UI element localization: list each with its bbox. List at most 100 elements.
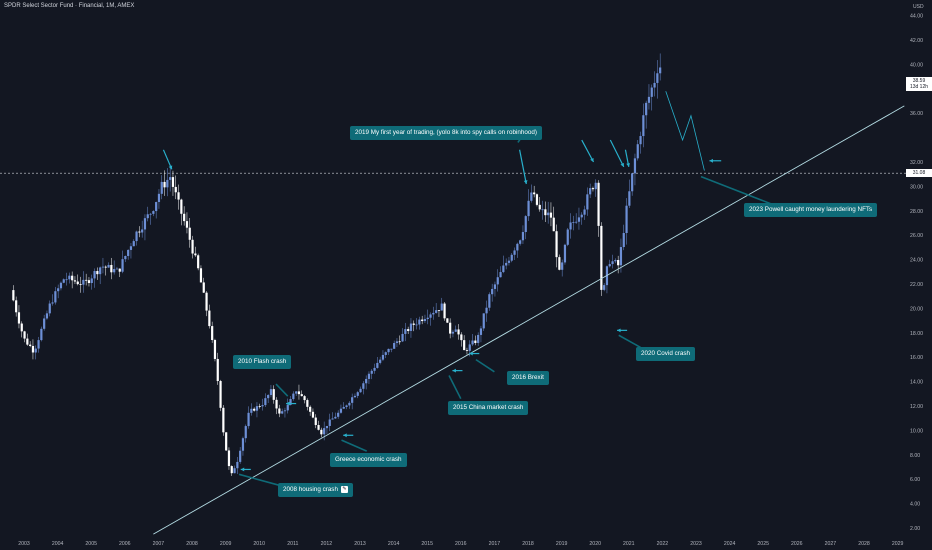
candle-body: [247, 412, 250, 427]
candle-body: [297, 391, 301, 395]
candle-body: [51, 302, 54, 304]
annotation-arrow: [162, 149, 173, 170]
candle-body: [653, 82, 656, 88]
candle-body: [132, 241, 135, 247]
edit-icon[interactable]: ✎: [340, 485, 348, 493]
annotation-2020-covid[interactable]: 2020 Covid crash: [636, 347, 696, 361]
time-tick-label: 2009: [220, 541, 232, 547]
annotation-2019-trading[interactable]: 2019 My first year of trading, (yolo 8k …: [350, 126, 543, 140]
candle-body: [387, 348, 390, 353]
annotation-greece[interactable]: Greece economic crash: [330, 453, 407, 467]
candle-body: [331, 418, 334, 420]
candle-body: [443, 303, 446, 319]
candle-body: [34, 348, 37, 353]
candle-body: [505, 262, 508, 266]
candle-body: [393, 342, 396, 349]
candle-body: [244, 426, 247, 439]
candle-body: [437, 310, 441, 311]
candle-body: [510, 254, 513, 261]
candle-body: [541, 209, 544, 211]
candle-body: [99, 267, 102, 275]
candle-body: [320, 429, 323, 435]
candle-body: [295, 391, 298, 394]
annotation-arrow: [519, 149, 527, 185]
candle-body: [225, 432, 228, 451]
price-axis: 2.00 4.00 6.00 8.00 10.00 12.00 14.00 16.00 18.0…: [910, 14, 923, 532]
price-tick-label: 14.00: [910, 380, 923, 386]
price-tick-label: 10.00: [910, 428, 923, 434]
candle-body: [359, 388, 362, 393]
candle-body: [401, 333, 404, 342]
arrow-head: [240, 467, 245, 472]
candle-body: [211, 326, 214, 340]
candle-body: [617, 260, 620, 266]
candle-body: [524, 216, 527, 233]
candle-body: [169, 177, 172, 180]
annotation-2015-china[interactable]: 2015 China market crash: [448, 401, 529, 415]
candle-body: [31, 345, 35, 353]
candle-body: [213, 339, 217, 359]
candle-body: [365, 378, 368, 384]
candle-body: [600, 225, 603, 290]
bar-countdown: 13d 12h: [909, 84, 929, 90]
annotation-2016-brexit[interactable]: 2016 Brexit: [507, 371, 549, 385]
projection-path: [665, 91, 705, 171]
candle-body: [230, 466, 233, 474]
candle-body: [367, 373, 371, 379]
candle-body: [485, 307, 488, 314]
candle-body: [85, 279, 88, 281]
current-price-value: 38.59: [912, 78, 926, 84]
arrow-head: [620, 162, 624, 167]
time-tick-label: 2019: [556, 541, 568, 547]
candle-body: [474, 340, 477, 343]
candle-body: [57, 288, 60, 292]
time-tick-label: 2021: [623, 541, 635, 547]
candle-body: [113, 269, 116, 273]
candle-body: [71, 275, 74, 281]
candle-body: [513, 250, 516, 255]
candle-body: [191, 239, 194, 254]
candle-body: [261, 405, 264, 407]
annotation-2008-housing[interactable]: 2008 housing crash ✎: [278, 483, 353, 497]
candle-body: [650, 87, 653, 97]
candle-body: [177, 192, 180, 200]
time-tick-label: 2004: [52, 541, 64, 547]
candle-body: [146, 214, 149, 219]
annotation-2023-powell[interactable]: 2023 Powell caught money laundering NFTs: [744, 203, 878, 217]
candle-body: [96, 271, 99, 275]
candle-body: [241, 438, 245, 451]
candle-body: [250, 408, 253, 413]
trendline: [153, 105, 905, 535]
callout-connector: [448, 375, 462, 400]
arrow-head: [523, 180, 528, 184]
arrow-head: [709, 158, 713, 163]
candle-body: [412, 323, 415, 325]
candle-body: [527, 200, 530, 217]
annotation-2010-flash[interactable]: 2010 Flash crash: [233, 355, 292, 369]
candle-body: [300, 394, 303, 397]
candle-body: [141, 229, 144, 233]
candle-body: [87, 280, 91, 284]
time-tick-label: 2024: [724, 541, 736, 547]
time-tick-label: 2005: [85, 541, 97, 547]
time-tick-label: 2026: [791, 541, 803, 547]
time-tick-label: 2025: [757, 541, 769, 547]
time-axis: 2003 2004 2005 2006 2007 2008 2009 2010 2011 2012…: [18, 541, 903, 547]
candle-body: [479, 328, 483, 335]
candle-body: [589, 188, 592, 195]
price-tick-label: 2.00: [910, 526, 920, 532]
time-tick-label: 2016: [455, 541, 467, 547]
price-tick-label: 16.00: [910, 355, 923, 361]
candle-body: [409, 323, 413, 331]
candle-body: [236, 461, 239, 469]
time-tick-label: 2023: [690, 541, 702, 547]
arrow-head: [626, 163, 631, 167]
candle-body: [345, 405, 348, 407]
price-tick-label: 36.00: [910, 111, 923, 117]
candle-body: [572, 222, 575, 223]
candle-body: [449, 322, 452, 334]
candle-body: [166, 179, 169, 188]
candle-body: [303, 396, 306, 401]
candle-body: [115, 268, 119, 270]
